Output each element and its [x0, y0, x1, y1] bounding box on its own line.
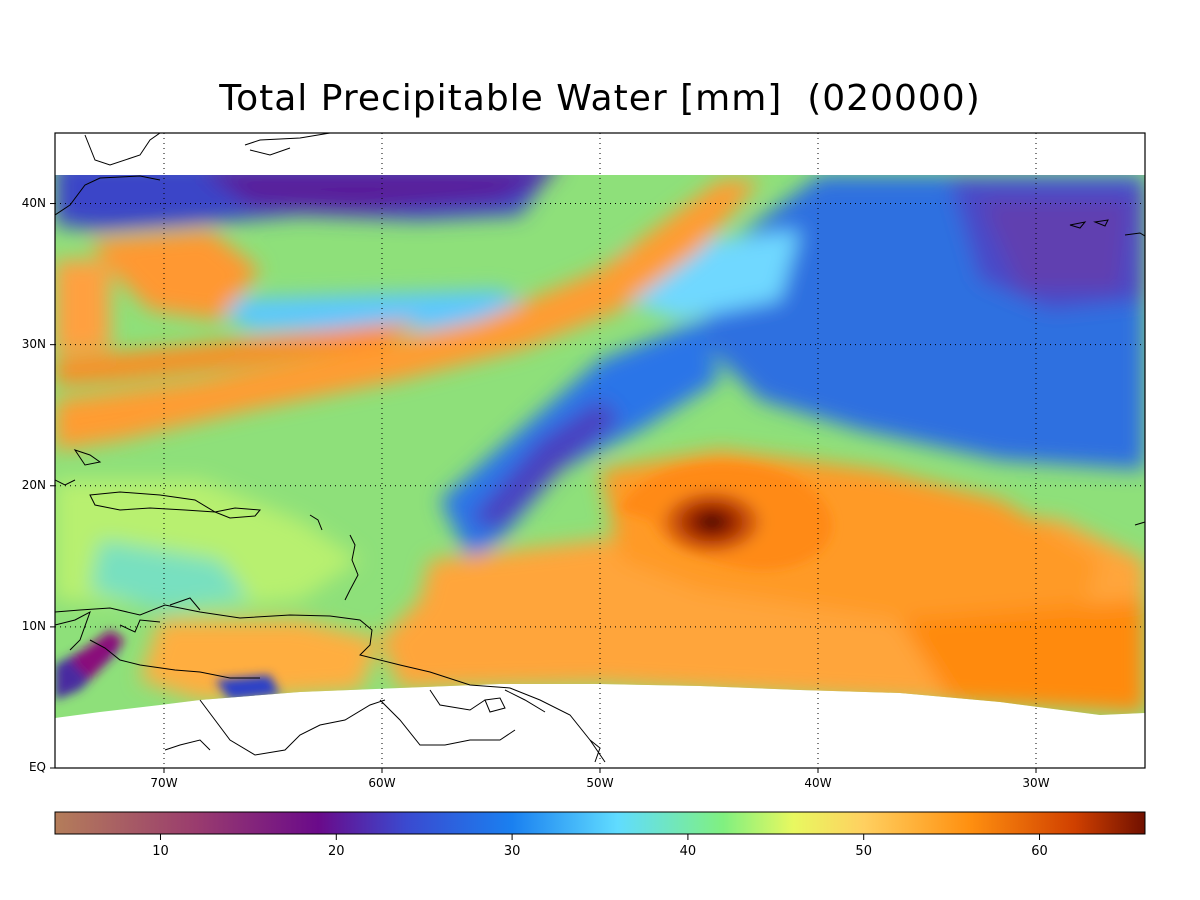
- map-gridlines: [50, 133, 1145, 773]
- lat-tick-label: EQ: [28, 760, 46, 774]
- lat-tick-label: 20N: [21, 477, 46, 492]
- colorbar-tick-label: 10: [152, 844, 169, 859]
- lon-tick-label: 30W: [1022, 776, 1050, 790]
- colorbar-tick-label: 50: [855, 844, 872, 859]
- colorbar-ticks: [159, 834, 1041, 840]
- map-title: Total Precipitable Water [mm] (020000): [219, 78, 981, 119]
- colorbar: [54, 811, 1146, 835]
- colorbar-tick-label: 20: [328, 844, 345, 859]
- lat-tick-label: 10N: [21, 618, 46, 633]
- colorbar-tick-label: 30: [503, 844, 521, 859]
- precipitable-water-field: [55, 175, 1145, 718]
- lat-tick-label: 40N: [21, 195, 46, 210]
- lon-tick-label: 70W: [150, 776, 178, 790]
- lon-tick-label: 40W: [804, 776, 832, 790]
- lon-tick-label: 60W: [368, 776, 396, 790]
- colorbar-tick-label: 60: [1031, 844, 1048, 859]
- map-frame: [54, 132, 1146, 769]
- colorbar-tick-label: 40: [679, 844, 697, 859]
- coastline-outlines: [55, 133, 1145, 763]
- lat-tick-label: 30N: [21, 336, 46, 351]
- lon-tick-label: 50W: [586, 776, 614, 790]
